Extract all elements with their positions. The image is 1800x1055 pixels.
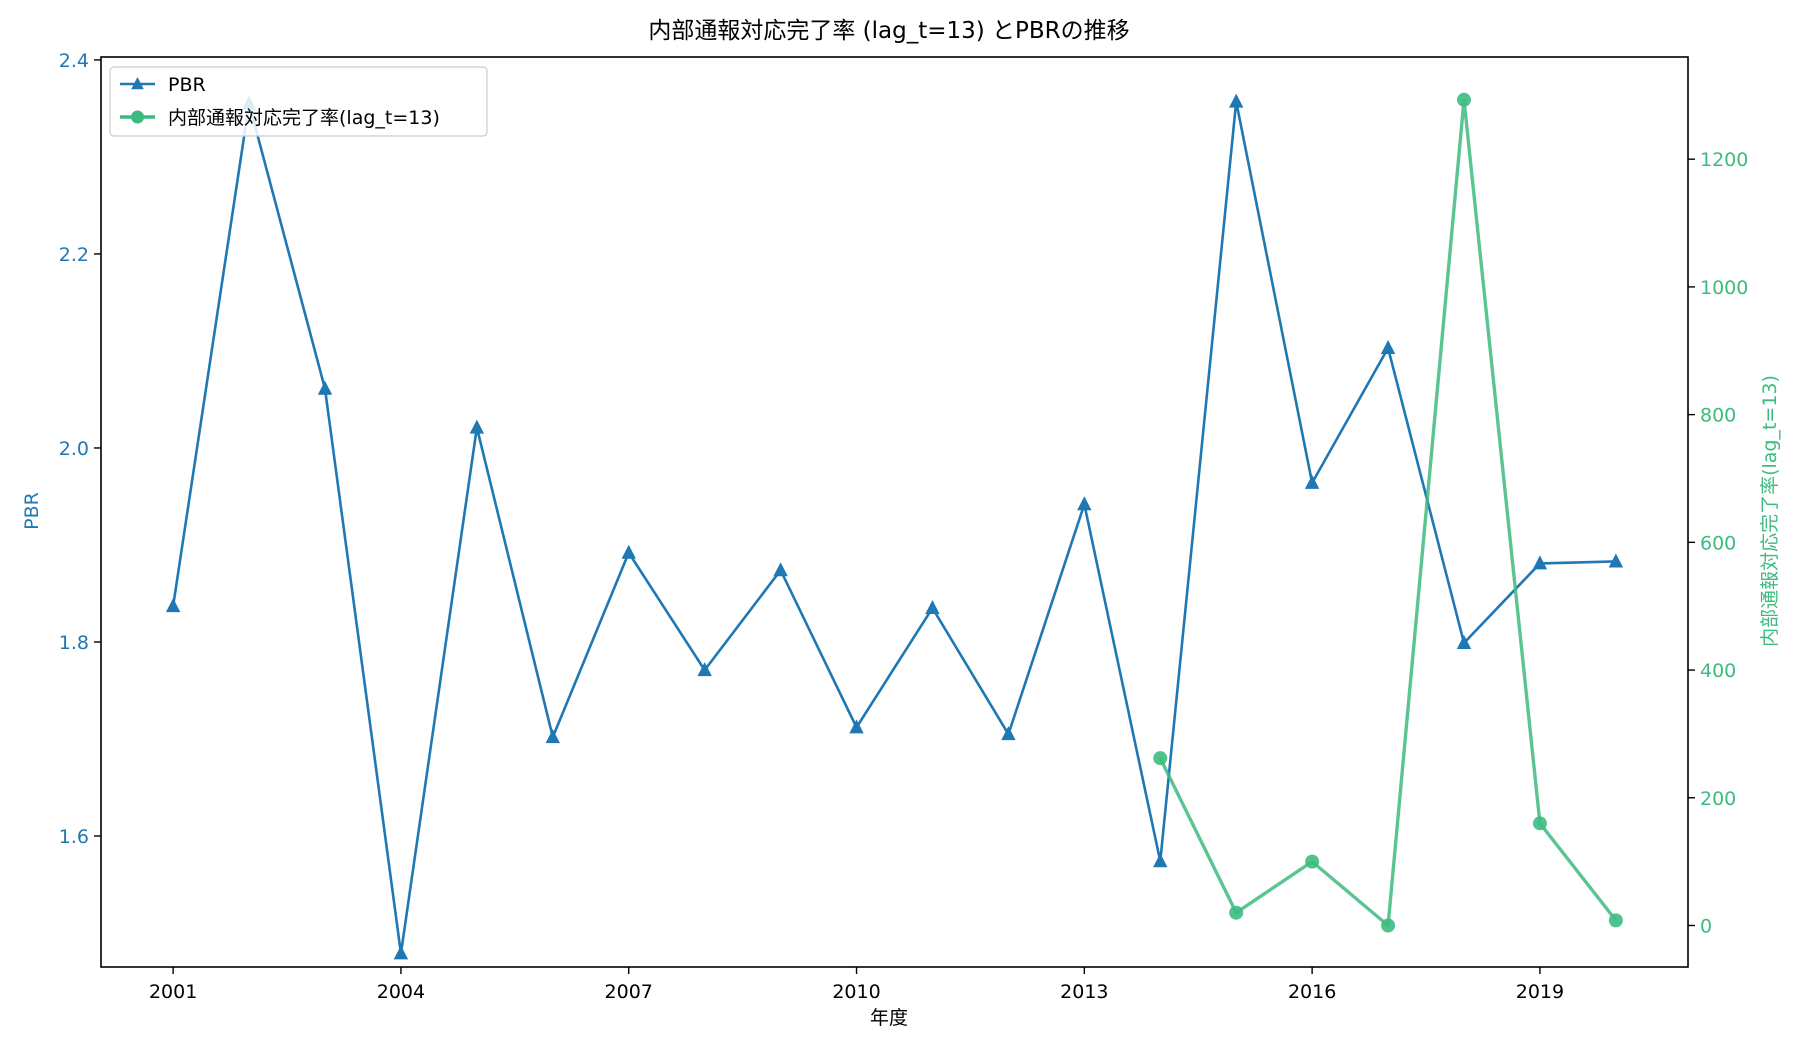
data-point-circle (1608, 913, 1623, 928)
legend-label: 内部通報対応完了率(lag_t=13) (168, 107, 440, 129)
data-point-triangle (1001, 726, 1016, 741)
data-point-triangle (545, 729, 561, 744)
left-y-axis-label: PBR (21, 492, 43, 530)
right-y-tick-label: 400 (1700, 660, 1736, 682)
right-y-tick-label: 0 (1700, 915, 1712, 937)
series-line (171, 100, 1616, 955)
x-tick-label: 2013 (1060, 981, 1108, 1003)
chart-title: 内部通報対応完了率 (lag_t=13) とPBRの推移 (648, 18, 1129, 44)
left-y-tick-label: 2.4 (59, 50, 89, 72)
x-tick-label: 2016 (1288, 981, 1336, 1003)
right-y-tick-label: 800 (1700, 405, 1736, 427)
legend-label: PBR (168, 74, 206, 96)
x-tick-label: 2004 (377, 981, 425, 1003)
series-2 (1153, 92, 1623, 933)
data-point-triangle (621, 544, 636, 559)
data-point-triangle (925, 600, 940, 615)
x-axis-label: 年度 (870, 1007, 908, 1029)
right-y-tick-label: 200 (1700, 788, 1736, 810)
data-point-triangle (1304, 474, 1320, 489)
data-point-triangle (1456, 634, 1472, 649)
data-point-triangle (1153, 853, 1168, 868)
data-point-triangle (393, 945, 409, 960)
data-point-circle (1153, 751, 1168, 766)
data-point-triangle (1228, 93, 1244, 108)
left-y-tick-label: 1.6 (59, 826, 89, 848)
legend-marker-circle (131, 110, 144, 124)
data-point-triangle (165, 598, 181, 613)
plot-area (100, 56, 1689, 968)
data-point-triangle (1077, 496, 1092, 511)
x-tick-label: 2001 (149, 981, 197, 1003)
data-point-triangle (1608, 553, 1624, 568)
right-y-axis-label: 内部通報対応完了率(lag_t=13) (1759, 375, 1781, 647)
x-tick-label: 2007 (605, 981, 653, 1003)
data-point-triangle (697, 662, 712, 677)
right-y-tick-label: 600 (1700, 532, 1736, 554)
plot-frame (100, 56, 1689, 968)
data-point-circle (1381, 918, 1396, 933)
x-tick-label: 2019 (1516, 981, 1564, 1003)
x-tick-label: 2010 (832, 981, 880, 1003)
series-1 (165, 93, 1624, 960)
left-y-tick-label: 1.8 (59, 632, 89, 654)
data-point-triangle (849, 719, 864, 734)
data-point-triangle (1380, 340, 1396, 355)
series-line (1158, 98, 1618, 928)
series-layer (165, 92, 1624, 960)
legend-marker-triangle (131, 77, 144, 90)
right-y-tick-label: 1200 (1700, 149, 1748, 171)
left-y-tick-label: 2.2 (59, 244, 89, 266)
legend: PBR 内部通報対応完了率(lag_t=13) (109, 66, 488, 137)
data-point-circle (1229, 905, 1244, 920)
right-y-axis: 0 200 400 600 800 1000 1200 (1688, 149, 1748, 937)
right-y-tick-label: 1000 (1700, 277, 1748, 299)
data-point-triangle (469, 419, 485, 434)
legend-box (109, 66, 488, 137)
data-point-triangle (773, 562, 788, 577)
data-point-triangle (1532, 555, 1548, 570)
left-y-tick-label: 2.0 (59, 438, 89, 460)
data-point-circle (1532, 816, 1547, 831)
x-axis: 2001 2004 2007 2010 2013 2016 2019 (149, 967, 1564, 1003)
left-y-axis: 1.6 1.8 2.0 2.2 2.4 (59, 50, 101, 848)
data-point-triangle (317, 380, 333, 395)
data-point-circle (1305, 854, 1320, 869)
data-point-circle (1456, 92, 1471, 107)
